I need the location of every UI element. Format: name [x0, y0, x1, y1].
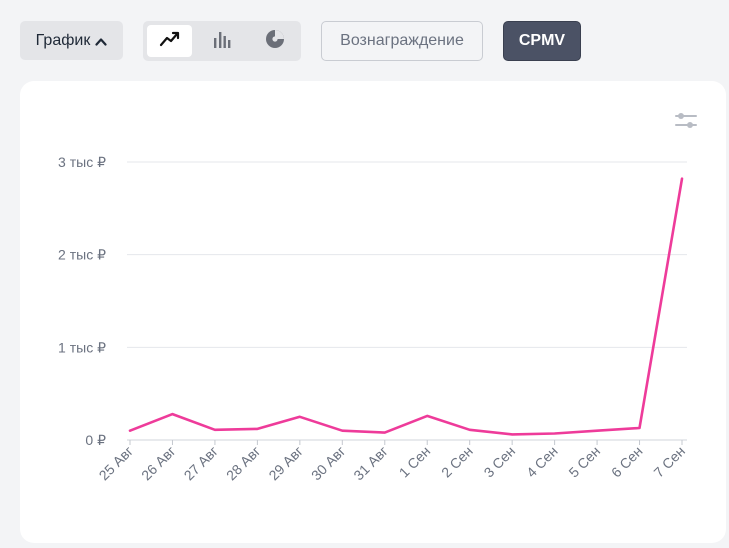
- x-tick-label: 6 Сен: [608, 443, 646, 481]
- x-tick-label: 3 Сен: [481, 443, 519, 481]
- series-line[interactable]: [128, 177, 684, 436]
- data-point[interactable]: [209, 424, 221, 436]
- data-point[interactable]: [676, 173, 688, 185]
- x-tick-label: 28 Авг: [223, 443, 264, 484]
- chevron-up-icon: [95, 35, 107, 47]
- chart-card: [20, 81, 726, 543]
- bar-chart-icon: [212, 29, 232, 54]
- x-tick-label: 7 Сен: [650, 443, 688, 481]
- line-chart-icon: [159, 30, 181, 53]
- x-tick-label: 30 Авг: [308, 443, 349, 484]
- y-tick-label: 1 тыс ₽: [58, 339, 106, 355]
- data-point[interactable]: [506, 428, 518, 440]
- x-tick-label: 1 Сен: [396, 443, 434, 481]
- x-tick-label: 31 Авг: [350, 443, 391, 484]
- chart-toolbar: График: [0, 0, 729, 80]
- y-tick-label: 3 тыс ₽: [58, 154, 106, 170]
- pie-view-button[interactable]: [252, 25, 297, 57]
- x-tick-label: 29 Авг: [265, 443, 306, 484]
- reward-metric-label: Вознаграждение: [340, 32, 464, 49]
- graph-toggle-label: График: [35, 31, 91, 49]
- x-tick-label: 2 Сен: [438, 443, 476, 481]
- data-point[interactable]: [379, 427, 391, 439]
- data-point[interactable]: [251, 423, 263, 435]
- view-mode-switch: [143, 21, 301, 61]
- data-point[interactable]: [549, 428, 561, 440]
- bar-view-button[interactable]: [199, 25, 244, 57]
- reward-metric-button[interactable]: Вознаграждение: [321, 21, 483, 61]
- graph-toggle-button[interactable]: График: [20, 21, 123, 60]
- pie-chart-icon: [264, 28, 286, 55]
- y-tick-label: 2 тыс ₽: [58, 247, 106, 263]
- cpmv-metric-button[interactable]: CPMV: [503, 21, 581, 61]
- x-tick-label: 27 Авг: [180, 443, 221, 484]
- data-point[interactable]: [464, 424, 476, 436]
- cpmv-metric-label: CPMV: [518, 32, 566, 49]
- data-point[interactable]: [634, 422, 646, 434]
- data-point[interactable]: [591, 425, 603, 437]
- x-tick-label: 5 Сен: [566, 443, 604, 481]
- x-tick-label: 26 Авг: [138, 443, 179, 484]
- data-point[interactable]: [166, 408, 178, 420]
- x-tick-label: 25 Авг: [96, 443, 137, 484]
- line-view-button[interactable]: [147, 25, 192, 57]
- chart-settings-icon[interactable]: [673, 110, 699, 132]
- data-point[interactable]: [124, 425, 136, 437]
- data-point[interactable]: [336, 425, 348, 437]
- x-tick-label: 4 Сен: [523, 443, 561, 481]
- y-tick-label: 0 ₽: [85, 432, 106, 448]
- data-point[interactable]: [294, 411, 306, 423]
- data-point[interactable]: [421, 410, 433, 422]
